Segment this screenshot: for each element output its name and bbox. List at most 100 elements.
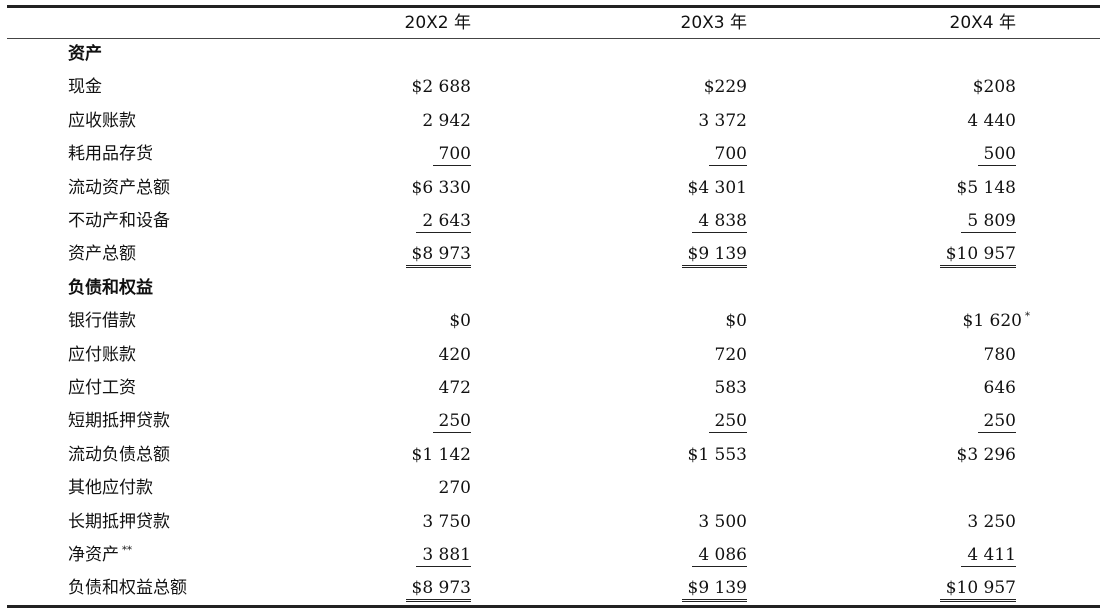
value-cell-20x2: 2 643	[416, 209, 471, 233]
value-text: 3 372	[698, 110, 747, 131]
row-label: 负债和权益总额	[68, 572, 187, 605]
value-text: $5 148	[956, 177, 1016, 198]
column-header-20x2: 20X2 年	[404, 13, 472, 33]
value-cell-20x2: 420	[433, 343, 471, 367]
column-header-20x3: 20X3 年	[680, 13, 748, 33]
value-cell-20x4: $5 148	[951, 176, 1016, 200]
value-text: 420	[438, 344, 471, 365]
value-text: 4 086	[698, 545, 747, 565]
value-text: 3 500	[698, 511, 747, 532]
value-text: 250	[438, 411, 471, 432]
value-cell-20x3: $4 301	[682, 176, 747, 200]
value-cell-20x2: $1 142	[406, 443, 471, 467]
value-text: 700	[438, 144, 471, 165]
value-text: 646	[983, 378, 1016, 398]
row-label-text: 应付账款	[68, 344, 136, 365]
value-cell-20x2: 2 942	[416, 109, 471, 133]
value-text: $3 296	[956, 444, 1016, 465]
section-heading: 负债和权益	[68, 277, 153, 298]
value-cell-20x2: $2 688	[406, 75, 471, 99]
value-text: 4 411	[967, 545, 1016, 565]
value-cell-20x3: 700	[708, 142, 747, 167]
table-row: 短期抵押贷款 250 250 250	[0, 405, 1107, 438]
footnote-marker: **	[122, 545, 132, 556]
table-row: 净资产 ** 3 881 4 086 4 411	[0, 539, 1107, 572]
table-row: 应付账款 420 720 780	[0, 339, 1107, 372]
row-label-text: 应收账款	[68, 110, 136, 131]
value-text: $8 973	[411, 244, 471, 265]
table-row: 流动负债总额 $1 142 $1 553 $3 296	[0, 439, 1107, 472]
table-row: 其他应付款 270	[0, 472, 1107, 505]
value-text: $10 957	[945, 578, 1016, 599]
value-cell-20x2: 3 881	[416, 543, 471, 567]
table-bottom-rule	[7, 605, 1100, 608]
table-row: 负债和权益总额 $8 973 $9 139 $10 957	[0, 572, 1107, 605]
value-text: 780	[983, 344, 1016, 365]
row-label: 其他应付款	[68, 472, 153, 505]
row-label-text: 耗用品存货	[68, 144, 153, 165]
value-text: 5 809	[967, 211, 1016, 231]
table-row: 应付工资 472 583 646	[0, 372, 1107, 405]
row-label: 应付账款	[68, 339, 136, 372]
value-cell-20x2: $6 330	[406, 176, 471, 200]
section-row-assets: 资产	[0, 38, 1107, 71]
table-row: 耗用品存货 700 700 500	[0, 138, 1107, 171]
row-label: 应付工资	[68, 372, 136, 405]
row-label-text: 不动产和设备	[68, 211, 170, 231]
value-text: 583	[714, 378, 747, 398]
row-label-text: 流动负债总额	[68, 444, 170, 465]
row-label-text: 其他应付款	[68, 478, 153, 499]
value-text: 500	[983, 144, 1016, 165]
row-label-text: 应付工资	[68, 378, 136, 398]
row-label: 长期抵押贷款	[68, 506, 170, 539]
row-label: 资产总额	[68, 238, 136, 271]
table-row: 资产总额 $8 973 $9 139 $10 957	[0, 238, 1107, 271]
value-cell-20x2: $0	[443, 309, 471, 333]
value-text: $9 139	[687, 244, 747, 265]
value-cell-20x4: $10 957	[939, 242, 1016, 269]
value-text: 4 440	[967, 110, 1016, 131]
value-cell-20x2: 3 750	[416, 510, 471, 534]
row-label-text: 长期抵押贷款	[68, 511, 170, 532]
value-text: $0	[449, 311, 471, 332]
value-cell-20x4: 780	[978, 343, 1016, 367]
value-cell-20x3: 583	[709, 376, 747, 400]
row-label: 耗用品存货	[68, 138, 153, 171]
value-text: 2 942	[422, 110, 471, 131]
value-cell-20x4: $3 296	[951, 443, 1016, 467]
value-text: $10 957	[945, 244, 1016, 265]
table-row: 银行借款 $0 $0 $1 620 *	[0, 305, 1107, 338]
row-label: 不动产和设备	[68, 205, 170, 238]
value-cell-20x3: $0	[719, 309, 747, 333]
value-text: 3 250	[967, 511, 1016, 532]
value-text: $1 142	[411, 444, 471, 465]
row-label-text: 现金	[68, 77, 102, 98]
row-label: 现金	[68, 71, 102, 104]
value-cell-20x4: 5 809	[961, 209, 1016, 233]
value-text: 3 881	[422, 545, 471, 565]
value-text: $8 973	[411, 578, 471, 599]
value-cell-20x3: 250	[708, 409, 747, 434]
value-cell-20x4: 646	[978, 376, 1016, 400]
value-text: 250	[983, 411, 1016, 432]
value-text: $4 301	[687, 177, 747, 198]
footnote-marker: *	[1025, 311, 1030, 323]
table-row: 现金 $2 688 $229 $208	[0, 71, 1107, 104]
value-text: 4 838	[698, 211, 747, 231]
value-cell-20x3: $9 139	[681, 242, 747, 269]
value-cell-20x3: 4 838	[692, 209, 747, 233]
value-text: 270	[438, 478, 471, 499]
value-cell-20x4: 3 250	[961, 510, 1016, 534]
row-label-text: 负债和权益总额	[68, 578, 187, 599]
row-label: 应收账款	[68, 105, 136, 138]
row-label: 流动资产总额	[68, 172, 170, 205]
value-text: $0	[725, 311, 747, 332]
value-cell-20x4: 250	[977, 409, 1016, 434]
value-cell-20x3: 4 086	[692, 543, 747, 567]
table-row: 不动产和设备 2 643 4 838 5 809	[0, 205, 1107, 238]
section-heading: 资产	[68, 44, 102, 64]
row-label: 银行借款	[68, 305, 136, 338]
value-text: 700	[714, 144, 747, 165]
row-label-text: 流动资产总额	[68, 177, 170, 198]
value-text: $9 139	[687, 578, 747, 599]
